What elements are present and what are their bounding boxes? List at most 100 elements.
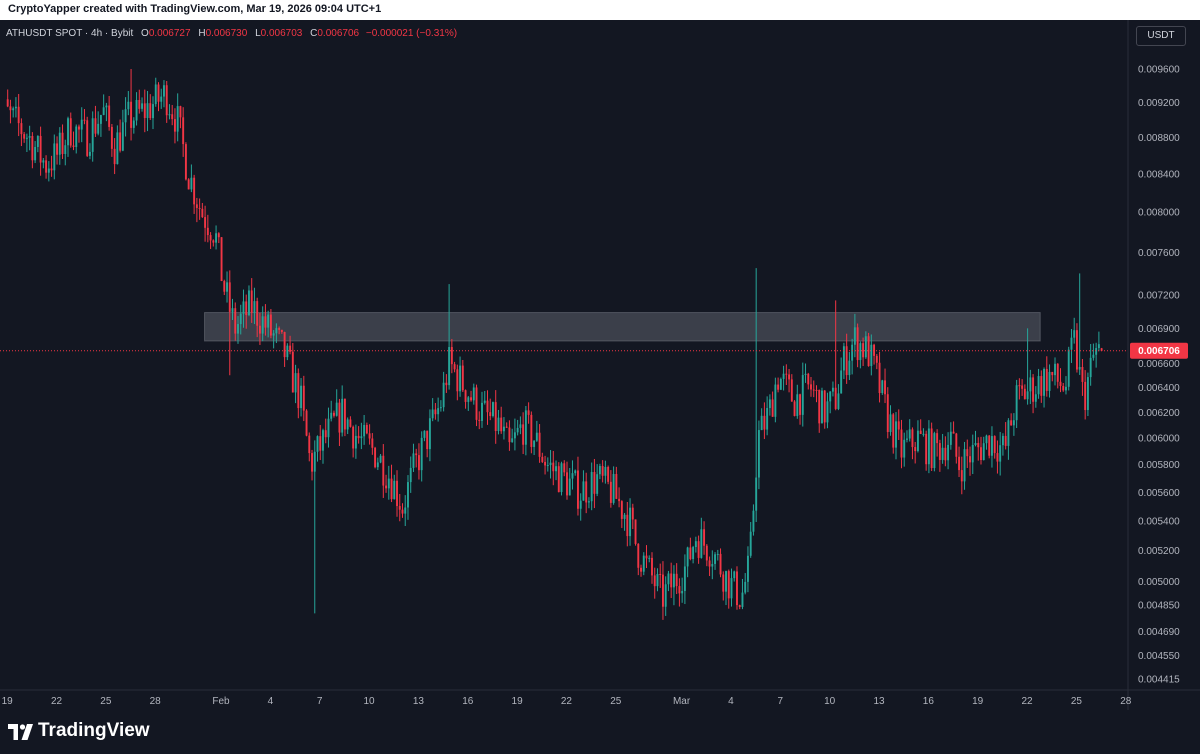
candle-body xyxy=(766,408,769,430)
candle-body xyxy=(390,478,393,500)
candle-body xyxy=(297,373,300,409)
candle-body xyxy=(623,514,626,519)
y-tick-label: 0.006400 xyxy=(1138,383,1180,394)
candle-body xyxy=(1070,337,1073,350)
y-tick-label: 0.006600 xyxy=(1138,359,1180,370)
candle-body xyxy=(492,402,494,417)
candle-body xyxy=(906,438,908,440)
candle-body xyxy=(346,419,349,430)
candle-body xyxy=(911,429,914,448)
candle-body xyxy=(774,384,777,417)
x-tick-label: 19 xyxy=(512,696,524,707)
current-price-label: 0.006706 xyxy=(1138,346,1180,357)
candle-body xyxy=(12,108,15,111)
candle-body xyxy=(269,314,272,336)
candle-body xyxy=(982,443,985,461)
candle-body xyxy=(727,571,730,599)
candle-body xyxy=(409,467,412,483)
candle-body xyxy=(708,560,711,567)
candle-body xyxy=(886,394,889,433)
candle-body xyxy=(319,436,322,451)
candle-body xyxy=(757,430,760,478)
candle-body xyxy=(925,433,928,465)
candle-body xyxy=(1021,385,1024,389)
attribution-bar: CryptoYapper created with TradingView.co… xyxy=(0,0,1200,20)
currency-button[interactable]: USDT xyxy=(1136,26,1186,46)
current-price-tag xyxy=(1130,342,1188,359)
candle-body xyxy=(930,428,933,469)
candle-body xyxy=(596,474,599,494)
candle-body xyxy=(703,529,706,546)
candle-body xyxy=(985,435,988,444)
candle-body xyxy=(80,119,83,130)
candle-body xyxy=(990,436,993,456)
candle-body xyxy=(988,435,991,456)
candle-body xyxy=(1032,377,1035,402)
candle-body xyxy=(574,470,577,474)
candle-body xyxy=(234,308,237,334)
candle-body xyxy=(848,360,851,376)
candle-body xyxy=(283,332,286,358)
high-label: H xyxy=(198,28,206,39)
x-tick-label: 10 xyxy=(363,696,375,707)
ohlc-legend: ATHUSDT SPOT · 4h · Bybit O0.006727 H0.0… xyxy=(6,28,457,39)
candle-body xyxy=(711,563,714,567)
candle-body xyxy=(330,412,333,419)
candle-body xyxy=(936,433,939,444)
candle-body xyxy=(519,424,522,428)
candle-body xyxy=(648,557,651,559)
candle-body xyxy=(999,445,1002,462)
candle-body xyxy=(864,336,867,358)
candle-body xyxy=(184,144,187,180)
candle-body xyxy=(291,351,294,393)
candle-body xyxy=(634,519,637,544)
candle-body xyxy=(1065,386,1067,391)
candle-body xyxy=(1004,435,1007,446)
x-tick-label: 25 xyxy=(610,696,622,707)
candle-body xyxy=(933,433,936,469)
candle-body xyxy=(1007,420,1010,446)
low-label: L xyxy=(255,28,261,39)
candle-body xyxy=(738,605,741,607)
candle-body xyxy=(286,345,289,358)
candle-body xyxy=(1026,391,1029,400)
candle-body xyxy=(242,301,245,314)
candle-body xyxy=(182,117,185,145)
candle-body xyxy=(996,453,999,462)
candle-body xyxy=(626,514,629,537)
price-chart[interactable]: 0.009600 0.009200 0.008800 0.008400 0.008000… xyxy=(0,20,1200,710)
candle-body xyxy=(1086,377,1089,411)
candle-body xyxy=(653,575,656,587)
x-tick-label: 25 xyxy=(100,696,112,707)
candle-body xyxy=(97,123,100,134)
candle-body xyxy=(132,120,135,128)
candle-body xyxy=(489,412,492,417)
footer: TradingView xyxy=(0,710,1200,754)
candle-body xyxy=(744,581,747,593)
y-tick-label: 0.005600 xyxy=(1138,488,1180,499)
candle-body xyxy=(483,400,486,403)
candle-body xyxy=(99,114,102,124)
candle-body xyxy=(130,101,133,128)
x-tick-label: 13 xyxy=(413,696,425,707)
candle-body xyxy=(944,447,947,461)
candle-body xyxy=(428,418,431,450)
x-tick-label: 22 xyxy=(561,696,573,707)
candle-body xyxy=(947,444,950,461)
y-tick-label: 0.005400 xyxy=(1138,516,1180,527)
candle-body xyxy=(472,387,475,401)
candle-body xyxy=(661,574,664,607)
candle-body xyxy=(919,430,922,435)
chart-area[interactable]: 0.009600 0.009200 0.008800 0.008400 0.008000… xyxy=(0,20,1200,710)
candle-body xyxy=(629,507,632,537)
candle-body xyxy=(352,426,355,449)
candle-body xyxy=(108,105,111,127)
candle-body xyxy=(374,447,377,468)
candle-body xyxy=(193,177,196,205)
candle-body xyxy=(69,118,72,146)
candle-body xyxy=(749,531,752,556)
y-tick-label: 0.004690 xyxy=(1138,627,1180,638)
candle-body xyxy=(522,424,525,445)
candle-body xyxy=(500,417,503,432)
candle-body xyxy=(220,237,223,282)
